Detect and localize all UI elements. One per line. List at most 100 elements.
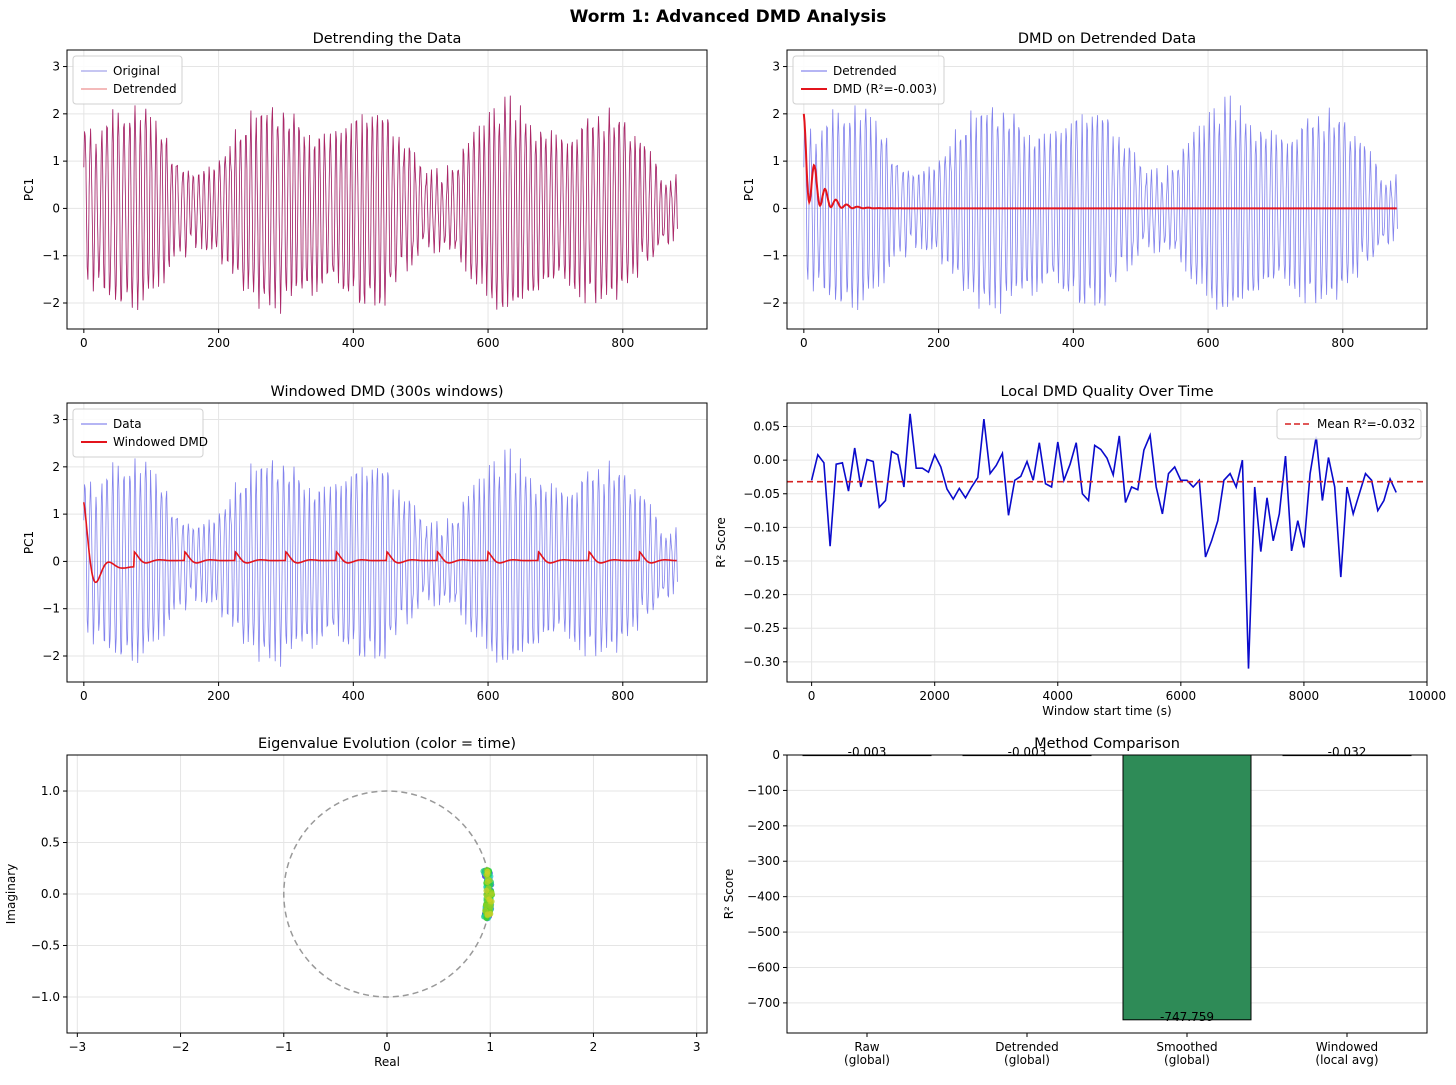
legend-label: Windowed DMD [113,435,208,449]
y-tick-label: 2 [52,107,60,121]
eigenvalue-point [483,887,490,894]
x-tick-label: (global) [1164,1053,1210,1067]
axes-frame [786,49,1428,330]
axes-frame [786,754,1428,1034]
panel-title: Method Comparison [1034,736,1180,752]
x-tick-label: 2000 [919,689,950,703]
y-tick-label: −700 [747,996,780,1010]
series-line [803,95,1398,314]
x-axis-label: Real [374,1055,400,1069]
y-tick-label: 2 [772,107,780,121]
series-line [83,95,678,314]
x-tick-label: 800 [611,336,634,350]
bar-value-label: -747.759 [1160,1010,1214,1024]
eigenvalue-point [486,896,493,903]
series-line [802,113,1397,210]
plot-area [83,448,678,667]
y-axis-label: R² Score [722,869,736,920]
y-tick-label: −1 [42,249,60,263]
legend-label: Detrended [833,64,897,78]
axes-frame [66,754,708,1034]
y-tick-label: −400 [747,890,780,904]
y-tick-label: −1 [42,602,60,616]
y-tick-label: 3 [772,60,780,74]
x-tick-label: 600 [477,336,500,350]
x-axis-label: Window start time (s) [1042,704,1171,718]
y-tick-label: 0.00 [753,453,780,467]
y-tick-label: −0.20 [743,588,780,602]
x-tick-label: Smoothed [1156,1040,1217,1054]
y-tick-label: −0.25 [743,621,780,635]
legend-label: Mean R²=-0.032 [1317,417,1415,431]
y-tick-label: 0.5 [41,836,60,850]
y-tick-label: −100 [747,783,780,797]
panel-title: Detrending the Data [313,31,462,47]
eigenvalue-point [484,868,491,875]
legend-box [1276,408,1422,440]
x-tick-label: 0 [383,1040,391,1054]
panel-2: Windowed DMD (300s windows) 0 200 400 600 800… [22,384,708,703]
y-tick-label: −300 [747,854,780,868]
y-tick-label: 0 [52,201,60,215]
panel-1: DMD on Detrended Data 0 200 400 600 800 −2 −1 0 1… [742,31,1428,350]
x-tick-label: −3 [68,1040,86,1054]
legend-box [72,55,183,105]
x-tick-label: 400 [1062,336,1085,350]
y-tick-label: −2 [762,296,780,310]
x-tick-label: −2 [172,1040,190,1054]
legend-label: DMD (R²=-0.003) [833,82,937,96]
y-tick-label: 0.0 [41,887,60,901]
x-tick-label: (local avg) [1315,1053,1378,1067]
bar-value-label: -0.003 [1008,745,1047,759]
x-tick-label: Raw [854,1040,879,1054]
x-tick-label: 800 [1331,336,1354,350]
x-tick-label: 0 [80,689,88,703]
y-axis-label: Imaginary [4,864,18,925]
x-tick-label: 800 [611,689,634,703]
y-tick-label: 0 [52,554,60,568]
y-tick-label: 2 [52,460,60,474]
x-tick-label: −1 [275,1040,293,1054]
x-tick-label: 200 [927,336,950,350]
legend-label: Original [113,64,160,78]
x-tick-label: 400 [342,336,365,350]
x-tick-label: 4000 [1042,689,1073,703]
x-tick-label: (global) [844,1053,890,1067]
x-tick-label: 200 [207,336,230,350]
y-axis-label: PC1 [22,178,36,201]
plot-area [787,413,1427,669]
x-tick-label: 600 [1197,336,1220,350]
y-tick-label: −0.10 [743,520,780,534]
legend-label: Data [113,417,142,431]
x-tick-label: 6000 [1166,689,1197,703]
plot-area [802,95,1398,314]
y-axis-label: PC1 [742,178,756,201]
plot-area [283,790,496,998]
eigenvalue-point [488,891,495,898]
bar-value-label: -0.032 [1328,745,1367,759]
panel-title: Local DMD Quality Over Time [1000,384,1213,400]
y-tick-label: 1 [52,154,60,168]
y-tick-label: 0 [772,748,780,762]
x-tick-label: 2 [590,1040,598,1054]
y-tick-label: −2 [42,296,60,310]
y-tick-label: 0.05 [753,420,780,434]
x-tick-label: 3 [693,1040,701,1054]
plot-area [83,95,678,314]
bar [1122,754,1252,1021]
y-tick-label: 1 [52,507,60,521]
x-tick-label: 200 [207,689,230,703]
legend-box [72,408,204,458]
x-tick-label: 600 [477,689,500,703]
x-tick-label: Windowed [1316,1040,1378,1054]
axes-frame [66,402,708,683]
y-tick-label: 1 [772,154,780,168]
x-tick-label: 10000 [1408,689,1446,703]
x-tick-label: Detrended [995,1040,1059,1054]
y-tick-label: 0 [772,201,780,215]
x-tick-label: 0 [800,336,808,350]
y-tick-label: 3 [52,60,60,74]
